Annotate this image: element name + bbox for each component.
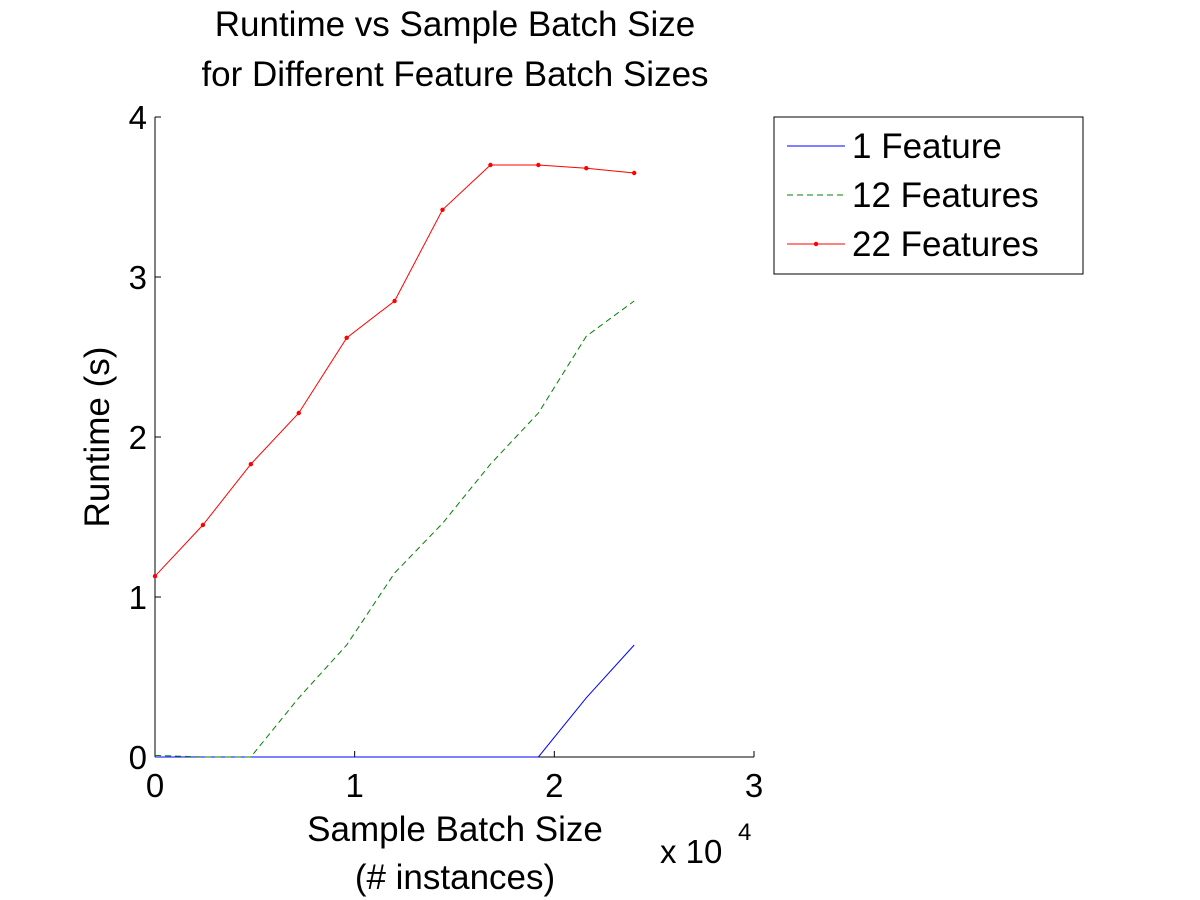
y-tick-label: 0: [129, 739, 147, 776]
data-point: [536, 162, 541, 168]
series-group: [152, 162, 637, 758]
series-line: [154, 164, 635, 577]
y-axis-label: Runtime (s): [78, 347, 117, 528]
x-tick-label: 2: [545, 767, 563, 804]
legend-label: 12 Features: [852, 176, 1039, 215]
chart-title-line-2: for Different Feature Batch Sizes: [201, 55, 708, 94]
x-axis-multiplier-exponent: 4: [738, 819, 751, 846]
x-tick-label: 0: [146, 767, 164, 804]
data-point: [152, 574, 158, 579]
data-point: [200, 522, 206, 528]
series-line: [154, 300, 635, 758]
legend: 1 Feature 12 Features 22 Features: [773, 116, 1084, 275]
y-tick-label: 4: [129, 99, 147, 136]
data-point: [296, 410, 301, 416]
x-tick-label: 3: [745, 767, 763, 804]
data-point: [248, 462, 254, 467]
y-ticks: 0 1 2 3 4: [129, 99, 161, 776]
x-axis-multiplier: x 10 4: [660, 819, 751, 870]
data-point: [392, 298, 397, 304]
x-tick-label: 1: [345, 767, 363, 804]
y-tick-label: 2: [129, 419, 147, 456]
x-ticks: 0 1 2 3: [146, 751, 763, 804]
legend-label: 22 Features: [852, 225, 1039, 264]
data-point: [584, 166, 589, 171]
plot-axes: [154, 117, 754, 758]
data-point: [632, 170, 637, 176]
y-tick-label: 1: [129, 579, 147, 616]
data-point: [488, 162, 493, 168]
data-point: [440, 207, 445, 212]
data-point: [344, 335, 349, 340]
chart-title: Runtime vs Sample Batch Size for Differe…: [201, 5, 708, 94]
legend-label: 1 Feature: [852, 127, 1002, 166]
x-axis-label-line-2: (# instances): [355, 858, 555, 897]
x-axis-multiplier-base: x 10: [660, 833, 722, 870]
x-axis-label-line-1: Sample Batch Size: [307, 810, 603, 849]
chart-title-line-1: Runtime vs Sample Batch Size: [215, 5, 695, 44]
legend-box: [773, 116, 1084, 275]
series-line: [155, 644, 635, 758]
y-tick-label: 3: [129, 259, 147, 296]
legend-marker: [813, 241, 819, 247]
